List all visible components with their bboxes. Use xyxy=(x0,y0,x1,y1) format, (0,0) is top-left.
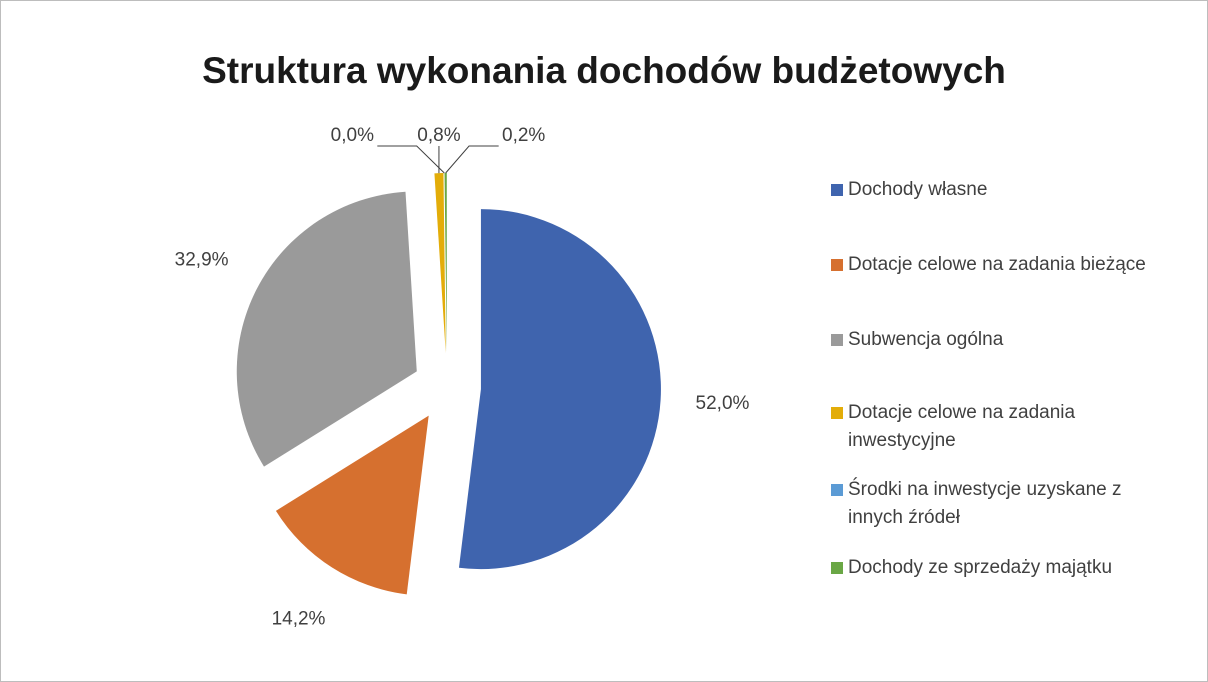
legend-label: Dochody ze sprzedaży majątku xyxy=(848,557,1113,578)
legend-swatch xyxy=(831,484,843,496)
legend-swatch xyxy=(831,259,843,271)
legend-item: Dotacje celowe na zadania bieżące xyxy=(831,251,1191,279)
legend-swatch xyxy=(831,407,843,419)
legend-swatch xyxy=(831,334,843,346)
data-label: 52,0% xyxy=(696,393,750,414)
data-label: 0,0% xyxy=(331,125,374,146)
leader-line xyxy=(377,145,445,174)
legend-label: Dotacje celowe na zadania inwestycyjne xyxy=(848,402,1076,451)
legend-label: Dochody własne xyxy=(848,179,988,200)
data-label: 0,2% xyxy=(502,125,545,146)
pie-slice xyxy=(236,191,417,467)
pie-slice xyxy=(458,209,661,570)
pie-slice xyxy=(275,415,429,595)
chart-title: Struktura wykonania dochodów budżetowych xyxy=(202,50,1006,91)
legend-swatch xyxy=(831,184,843,196)
legend-item: Dotacje celowe na zadania inwestycyjne xyxy=(831,399,1191,455)
legend-item: Dochody własne xyxy=(831,176,1191,204)
legend-label: Subwencja ogólna xyxy=(848,329,1004,350)
data-label: 0,8% xyxy=(417,125,460,146)
leader-line xyxy=(445,145,499,174)
pie-slice xyxy=(434,173,446,354)
legend-label: Dotacje celowe na zadania bieżące xyxy=(848,254,1146,275)
data-label: 32,9% xyxy=(175,250,229,271)
legend-item: Dochody ze sprzedaży majątku xyxy=(831,554,1191,582)
legend-swatch xyxy=(831,562,843,574)
legend-label: Środki na inwestycje uzyskane z innych ź… xyxy=(848,479,1122,528)
legend-item: Subwencja ogólna xyxy=(831,326,1191,354)
legend-item: Środki na inwestycje uzyskane z innych ź… xyxy=(831,476,1191,532)
data-label: 14,2% xyxy=(272,609,326,630)
pie-slice xyxy=(444,173,447,354)
